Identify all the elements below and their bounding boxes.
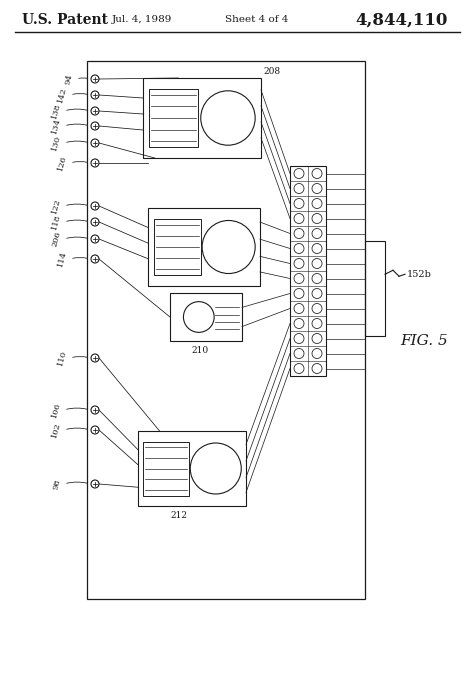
Text: Jul. 4, 1989: Jul. 4, 1989 bbox=[112, 15, 173, 24]
Text: 126: 126 bbox=[56, 155, 68, 172]
Bar bbox=[365, 241, 385, 336]
Text: 110: 110 bbox=[56, 349, 68, 367]
Bar bbox=[144, 441, 189, 496]
Bar bbox=[143, 78, 261, 158]
Bar bbox=[290, 166, 326, 376]
Text: 106: 106 bbox=[50, 402, 62, 419]
Text: 210: 210 bbox=[191, 346, 209, 355]
Text: 206: 206 bbox=[50, 230, 62, 248]
Text: U.S. Patent: U.S. Patent bbox=[22, 13, 108, 27]
Bar bbox=[148, 208, 260, 286]
Bar bbox=[170, 293, 242, 341]
Bar bbox=[149, 89, 199, 147]
Text: 138: 138 bbox=[50, 102, 62, 120]
Text: 134: 134 bbox=[50, 117, 62, 135]
Text: FIG. 5: FIG. 5 bbox=[400, 334, 448, 348]
Text: 122: 122 bbox=[50, 197, 62, 214]
Text: 98: 98 bbox=[52, 477, 62, 490]
Bar bbox=[138, 431, 246, 506]
Bar bbox=[154, 219, 201, 275]
Text: 152b: 152b bbox=[407, 270, 432, 279]
Text: 118: 118 bbox=[50, 213, 62, 231]
Bar bbox=[87, 61, 365, 599]
Text: 142: 142 bbox=[56, 86, 68, 104]
Text: 94: 94 bbox=[64, 72, 74, 86]
Text: 114: 114 bbox=[56, 250, 68, 268]
Text: 212: 212 bbox=[170, 511, 187, 520]
Text: 102: 102 bbox=[50, 421, 62, 438]
Text: 130: 130 bbox=[50, 134, 62, 152]
Text: 4,844,110: 4,844,110 bbox=[355, 12, 447, 29]
Text: Sheet 4 of 4: Sheet 4 of 4 bbox=[225, 15, 288, 24]
Text: 208: 208 bbox=[263, 67, 280, 76]
